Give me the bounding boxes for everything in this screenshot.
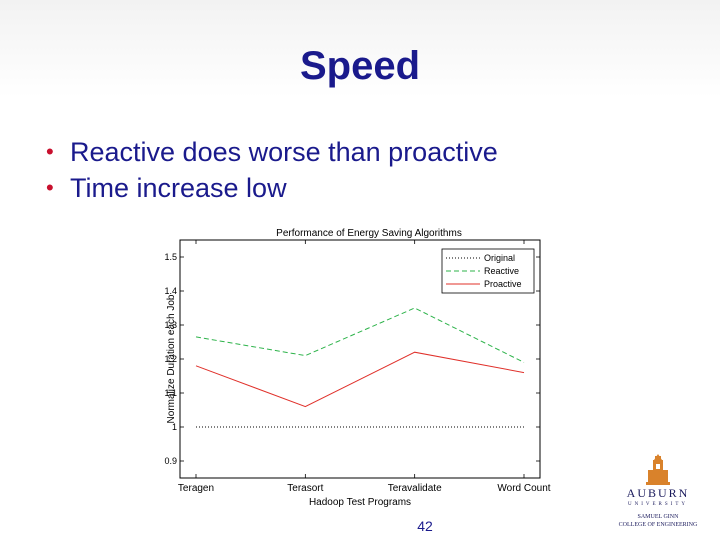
legend-label-reactive: Reactive	[484, 266, 519, 276]
y-tick-label: 1.5	[164, 252, 177, 262]
y-tick-label: 1	[172, 422, 177, 432]
legend-label-original: Original	[484, 253, 515, 263]
bullet-item: • Time increase low	[44, 170, 498, 206]
x-axis-label: Hadoop Test Programs	[309, 497, 411, 508]
bullet-item: • Reactive does worse than proactive	[44, 134, 498, 170]
y-axis-label: Normalize Duration each Job	[166, 294, 177, 423]
y-tick-label: 1.3	[164, 320, 177, 330]
legend-label-proactive: Proactive	[484, 279, 522, 289]
y-tick-label: 1.4	[164, 286, 177, 296]
y-tick-label: 0.9	[164, 456, 177, 466]
y-tick-label: 1.2	[164, 354, 177, 364]
y-tick-label: 1.1	[164, 388, 177, 398]
bullet-list: • Reactive does worse than proactive • T…	[44, 134, 498, 206]
series-line-reactive	[195, 307, 525, 363]
x-tick-label: Teravalidate	[388, 483, 442, 494]
logo-college-line1: SAMUEL GINN	[637, 514, 679, 520]
bullet-text: Reactive does worse than proactive	[70, 137, 498, 167]
bullet-text: Time increase low	[70, 173, 287, 203]
x-tick-label: Terasort	[287, 483, 323, 494]
logo-name: AUBURN	[626, 486, 690, 500]
logo-subtitle: UNIVERSITY	[628, 502, 688, 507]
logo-college-line2: COLLEGE OF ENGINEERING	[618, 522, 698, 528]
slide-title: Speed	[299, 44, 421, 88]
page-number: 42	[417, 518, 433, 534]
bullet-icon: •	[46, 175, 54, 200]
legend: Original Reactive Proactive	[441, 248, 535, 294]
x-tick-label: Word Count	[497, 483, 550, 494]
tower-icon	[646, 454, 670, 485]
x-tick-label: Teragen	[178, 483, 214, 494]
series-line-proactive	[195, 351, 525, 408]
chart: Performance of Energy Saving Algorithms …	[156, 220, 582, 510]
chart-title: Performance of Energy Saving Algorithms	[276, 228, 462, 239]
auburn-logo: AUBURN UNIVERSITY SAMUEL GINN COLLEGE OF…	[606, 454, 710, 534]
bullet-icon: •	[46, 139, 54, 164]
